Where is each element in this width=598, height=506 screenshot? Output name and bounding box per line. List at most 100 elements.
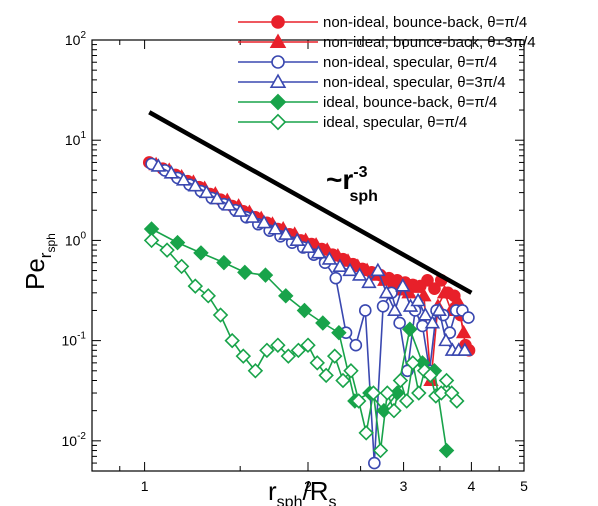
x-axis-title: rsph/Rs [268,476,336,506]
data-point [370,262,386,277]
data-point [365,385,382,401]
data-point [411,385,427,401]
data-point [417,307,434,321]
data-point [332,258,348,272]
data-point [329,271,343,285]
data-point [372,442,389,459]
data-point [256,214,272,229]
x-axis-title-main: r [268,476,277,506]
data-point [193,245,209,261]
data-point [318,367,334,384]
data-point [270,337,286,353]
data-point [376,300,390,313]
y-axis-title-main: Pe [20,258,50,290]
x-tick-label: 2 [304,478,312,494]
data-point [315,315,331,331]
data-point [368,456,381,470]
legend-label: non-ideal, specular, θ=3π/4 [323,74,506,91]
data-point [232,203,248,217]
data-point [330,248,346,262]
data-point [361,274,377,289]
y-tick-label: 102 [65,30,87,48]
y-tick-label: 10-2 [62,431,87,449]
legend-label: non-ideal, specular, θ=π/4 [323,54,497,71]
y-tick-label-exponent: 1 [80,130,86,141]
data-point [221,197,237,211]
data-point [200,288,216,304]
slope-reference-line [148,110,473,295]
slope-annotation-sub: sph [349,188,377,205]
data-point [309,355,325,371]
data-point [462,311,475,324]
data-point [159,242,175,258]
legend-item: non-ideal, bounce-back, θ=π/4 [238,14,527,31]
data-point [216,254,232,271]
data-point [428,282,441,295]
data-point [290,342,307,359]
legend-item: non-ideal, bounce-back, θ=3π/4 [238,33,536,51]
y-tick-label-exponent: 2 [80,30,86,41]
x-axis-title-sub2: s [328,494,336,506]
slope-annotation-sup: -3 [353,164,367,181]
y-tick-label-exponent: -2 [77,431,86,442]
data-point [278,226,294,240]
data-point [247,363,264,379]
data-point [187,177,204,192]
y-tick-label: 101 [65,130,87,148]
y-tick-label: 10-1 [62,331,87,349]
legend-label: non-ideal, bounce-back, θ=3π/4 [323,34,536,51]
y-tick-label-base: 10 [65,132,81,148]
y-tick-label: 100 [65,230,87,248]
data-point [343,363,359,379]
legend-marker [269,73,287,88]
y-tick-label-base: 10 [65,32,81,48]
data-point [340,253,356,267]
data-point [358,304,372,317]
legend-marker [271,15,285,29]
y-tick-label-base: 10 [65,232,81,248]
data-point [300,337,316,353]
y-axis-title-subsub: sph [44,233,58,252]
y-axis-title-sub: r [36,252,55,258]
data-point [386,402,402,419]
y-axis-title: Persph [20,233,58,290]
data-point [280,348,297,364]
x-tick-label: 1 [141,478,149,494]
data-point [163,165,180,179]
data-point [209,190,225,205]
data-point [224,332,240,349]
data-point [244,209,261,223]
series-3 [150,158,473,356]
legend-item: non-ideal, specular, θ=3π/4 [238,73,506,91]
data-point [438,442,455,459]
slope-annotation-prefix: ~r [326,164,353,195]
data-point [379,385,396,401]
data-point [319,242,335,256]
legend-marker [269,33,287,48]
legend-marker [269,113,287,131]
data-point [175,172,192,186]
x-axis-title-rest: /R [302,476,328,506]
data-point [187,278,204,294]
data-point [424,315,441,329]
data-point [296,302,313,319]
data-point [378,284,395,299]
slope-annotation: ~r-3 sph [326,164,378,205]
data-point [259,342,275,359]
data-point [358,425,374,441]
data-point [438,372,455,389]
data-point [349,338,363,352]
legend-item: non-ideal, specular, θ=π/4 [238,54,497,71]
data-point [422,367,439,384]
data-point [438,332,454,347]
data-point [321,251,338,265]
series-5 [143,232,465,459]
data-point [351,267,368,281]
data-point [143,232,160,249]
legend-label: non-ideal, bounce-back, θ=π/4 [323,14,527,31]
data-point [393,316,406,330]
data-point [398,393,415,409]
data-point [150,158,167,172]
legend-label: ideal, bounce-back, θ=π/4 [323,94,497,111]
